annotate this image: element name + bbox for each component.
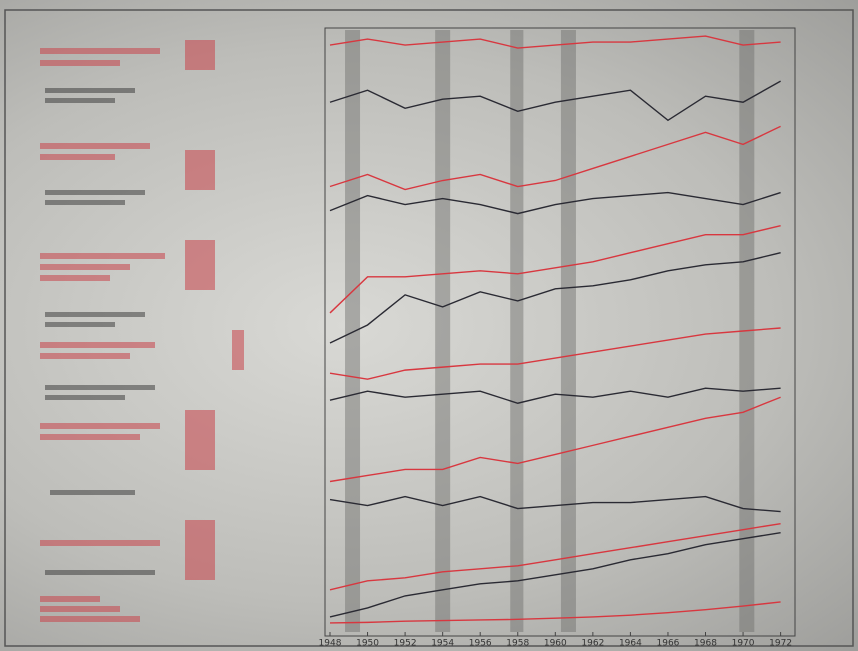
x-tick-label: 1960	[544, 639, 567, 649]
series-line	[329, 522, 781, 591]
series-line	[329, 601, 781, 624]
series-line	[329, 327, 781, 380]
x-tick-label: 1964	[619, 639, 642, 649]
x-tick-label: 1970	[732, 639, 755, 649]
shaded-period	[560, 30, 576, 632]
x-tick-label: 1966	[657, 639, 680, 649]
series-line	[329, 252, 781, 344]
series-line	[329, 125, 781, 191]
shaded-period	[345, 30, 361, 632]
series-line	[329, 396, 781, 483]
x-tick-label: 1950	[356, 639, 379, 649]
series-line	[329, 80, 781, 122]
series-line	[329, 191, 781, 215]
x-tick-label: 1956	[469, 639, 492, 649]
series-line	[329, 224, 781, 314]
series-line	[329, 495, 781, 513]
shaded-period	[510, 30, 524, 632]
shaded-period	[435, 30, 451, 632]
x-tick-label: 1952	[394, 639, 417, 649]
plot-frame	[324, 27, 796, 637]
x-tick-label: 1962	[581, 639, 604, 649]
series-line	[329, 35, 781, 49]
x-tick-label: 1972	[769, 639, 792, 649]
x-tick-label: 1948	[319, 639, 342, 649]
illegible-labels	[40, 40, 244, 622]
series-line	[329, 387, 781, 404]
x-tick-label: 1954	[431, 639, 454, 649]
paper-frame	[4, 9, 854, 647]
x-tick-label: 1958	[506, 639, 529, 649]
series-line	[329, 531, 781, 618]
x-tick-label: 1968	[694, 639, 717, 649]
